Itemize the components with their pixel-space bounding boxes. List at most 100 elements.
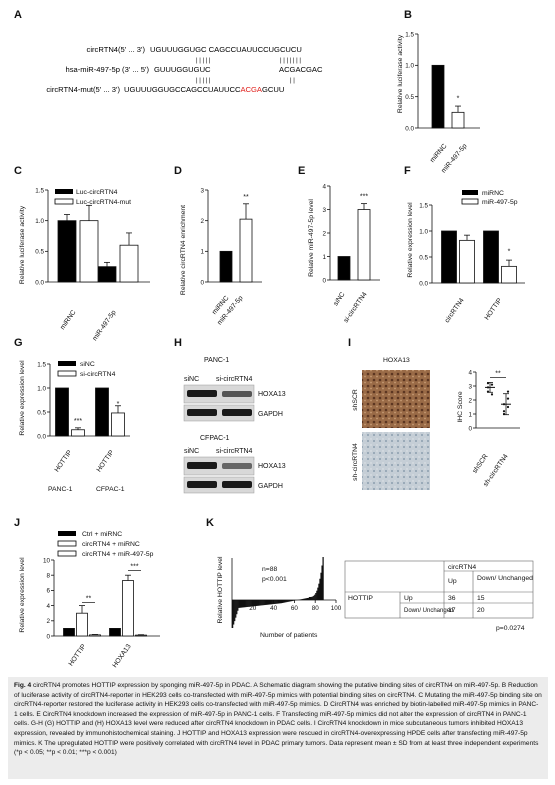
panel-j-tick-label: 0 [46,633,50,640]
panel-k-patient-bar [241,600,243,608]
panel-h-blot-hoxa13-1 [183,384,255,404]
panel-k-tick-label: 80 [312,605,320,612]
circrtn4-sequence: UGUUUGGUGC CAGCCUAUUCCUGCUCU [150,45,302,54]
panel-f-legend-2: miR-497-5p [482,199,518,206]
panel-h-band-2b [222,463,252,469]
panel-label-b: B [404,9,412,21]
panel-g-significance: * [117,401,120,408]
panel-j-tick-label: 2 [46,618,50,625]
panel-c-legend-swatch-2 [54,198,74,205]
panel-k-patient-bar [237,600,239,611]
panel-e-bar-1 [337,256,351,281]
panel-i-point [486,386,490,389]
panel-k-patient-bar [243,600,245,608]
table-cell-11: 36 [448,595,456,602]
panel-k-patient-bar [261,600,263,606]
panel-k-patient-bar [288,600,290,602]
panel-label-k: K [206,517,214,529]
panel-k-patient-bar [304,598,307,600]
panel-f-legend-1: miRNC [482,190,504,197]
panel-c-bar-luc-circrtn4-mut [79,220,99,283]
figure-caption: Fig. 4 circRTN4 promotes HOTTIP expressi… [8,677,548,779]
panel-k-patient-bar [284,600,286,603]
panel-j-tick-label: 4 [46,603,50,610]
pairing-bars-right: | | | | | | | [280,58,301,64]
panel-e-tick-label: 4 [322,183,326,190]
panel-k-patient-bar [308,597,311,600]
panel-i-point [486,382,490,385]
panel-k-patient-bar [248,600,250,607]
panel-h-lane-sinc-2: siNC [184,448,199,455]
panel-i-xlabel-1: shSCR [472,453,490,475]
panel-i-row-shcirc: sh-circRTN4 [352,443,359,481]
panel-j-bar-3 [135,634,147,637]
panel-k-patient-bar [256,600,259,606]
caption-lead: Fig. 4 [14,682,32,689]
panel-k-patient-bar [272,600,274,605]
panel-label-a: A [14,9,22,21]
panel-k-patient-bar [247,600,249,607]
mir497-label: hsa-miR-497-5p (3' ... 5') [65,65,149,74]
panel-g-tick-label: 1.0 [37,385,46,392]
panel-k-patient-bar [290,600,292,602]
panel-i-image-shcirc [362,432,430,490]
panel-k-p: p<0.001 [262,576,287,583]
pairing-bars-left: | | | | | [196,58,211,64]
panel-e-bar-2 [357,209,371,281]
panel-i-point [502,403,506,406]
panel-k-patient-bar [253,600,256,607]
panel-k-patient-bar [254,600,257,607]
panel-e-tick-label: 3 [322,207,326,214]
panel-i-image-shscr [362,370,430,428]
panel-k-patient-bar [289,600,291,602]
panel-i-significance: ** [495,371,501,378]
panel-k-patient-bar [317,587,319,600]
panel-k-patient-bar [299,599,301,600]
panel-k-patient-bar [307,597,310,600]
panel-k-patient-bar [273,600,275,605]
mir497-sequence-right: ACGACGAC [279,65,323,74]
panel-k-patient-bar [246,600,248,607]
panel-h-band-2c [187,481,217,488]
panel-i-point [506,405,510,409]
panel-c-ylabel: Relative luciferase activity [19,205,26,284]
panel-g-legend-1: siNC [80,361,95,368]
panel-i-point [490,383,494,386]
circrtn4-mut-label: circRTN4-mut(5' ... 3') [46,85,120,94]
panel-k-patient-bar [238,600,240,608]
panel-k-patient-bar [250,600,252,607]
panel-g-significance: *** [74,418,82,425]
table-cell-22: 20 [477,607,485,614]
panel-f-bar-1 [441,230,457,284]
panel-b-tick-label: 1.0 [405,63,414,70]
panel-j-xlabel-2: HOXA13 [112,643,133,669]
panel-k-patient-bar [287,600,289,602]
panel-d-significance: ** [243,194,249,201]
panel-k-patient-bar [269,600,271,605]
panel-g-tick-label: 0.5 [37,409,46,416]
panel-b-bar-1 [431,64,445,129]
panel-a-schematic: circRTN4(5' ... 3') UGUUUGGUGC CAGCCUAUU… [46,45,323,94]
panel-g-group-panc1: PANC-1 [48,486,73,493]
panel-h-band-1c [187,409,217,416]
panel-j-bar-2 [122,580,134,637]
panel-k-patient-bar [255,600,258,606]
panel-k-patient-bar [271,600,273,605]
panel-h-band-1b [222,391,252,397]
panel-g-tick-label: 0.0 [37,433,46,440]
panel-f-tick-label: 0.0 [419,280,428,287]
panel-d-tick-label: 1 [200,249,204,256]
panel-k-patient-bar [270,600,272,605]
panel-g-legend-swatch-2 [57,370,77,377]
panel-h-label-gapdh-2: GAPDH [258,483,283,490]
panel-f-legend-swatch-1 [462,190,478,195]
panel-h-band-1a [187,390,217,397]
panel-f-significance: * [508,248,511,255]
panel-e-ylabel: Relative miR-497-5p level [308,199,315,277]
panel-h-blot-hoxa13-2 [183,456,255,476]
mir497-sequence-left: GUUUGGUGUC [154,65,211,74]
panel-k-patient-bar [249,600,251,607]
table-row-hottip: HOTTIP [348,595,373,602]
panel-k-patient-bar [301,599,303,600]
panel-c-legend-swatch-1 [55,189,73,194]
